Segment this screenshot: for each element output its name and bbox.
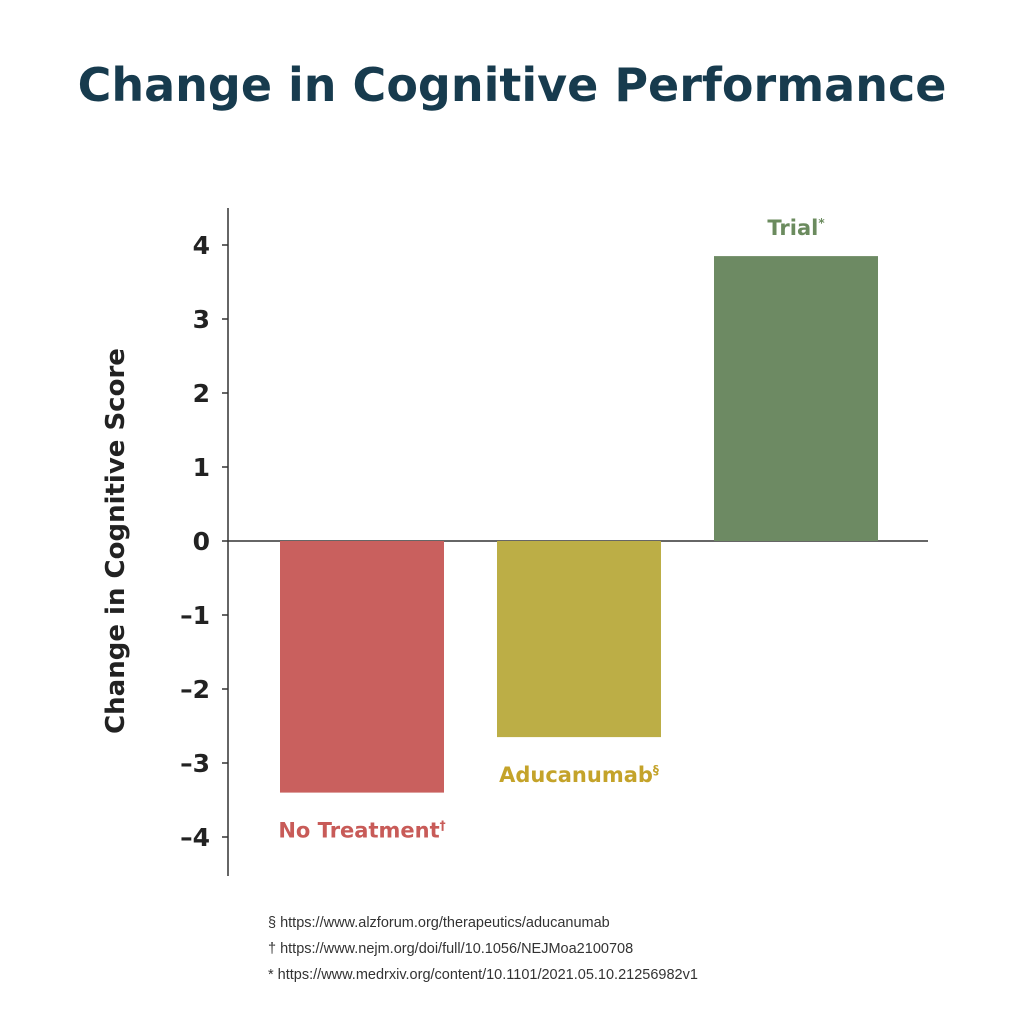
bar-label: No Treatment†	[278, 819, 445, 843]
bar-trial	[714, 256, 878, 541]
y-tick-label: 0	[193, 527, 210, 556]
bar-aducanumab	[497, 541, 661, 738]
y-tick-label: –4	[180, 823, 210, 852]
footnotes: § https://www.alzforum.org/therapeutics/…	[268, 910, 698, 988]
y-tick-label: 2	[193, 379, 210, 408]
y-tick-label: 3	[193, 305, 210, 334]
footnote-trial: * https://www.medrxiv.org/content/10.110…	[268, 967, 698, 983]
bar-labels: No Treatment† Aducanumab§ Trial*	[278, 216, 825, 843]
y-tick-label: 4	[193, 231, 210, 260]
footnote-aducanumab: § https://www.alzforum.org/therapeutics/…	[268, 915, 610, 931]
bar-label: Trial*	[767, 216, 825, 240]
chart-title: Change in Cognitive Performance	[77, 58, 947, 112]
chart-bars	[280, 256, 878, 793]
y-ticks: 4 3 2 1 0 –1 –2 –3 –4	[180, 231, 228, 852]
y-tick-label: 1	[193, 453, 210, 482]
y-tick-label: –3	[180, 749, 210, 778]
bar-label: Aducanumab§	[499, 763, 659, 787]
y-tick-label: –2	[180, 675, 210, 704]
bar-no-treatment	[280, 541, 444, 793]
y-tick-label: –1	[180, 601, 210, 630]
footnote-no-treatment: † https://www.nejm.org/doi/full/10.1056/…	[268, 941, 634, 957]
y-axis-label: Change in Cognitive Score	[101, 348, 131, 734]
